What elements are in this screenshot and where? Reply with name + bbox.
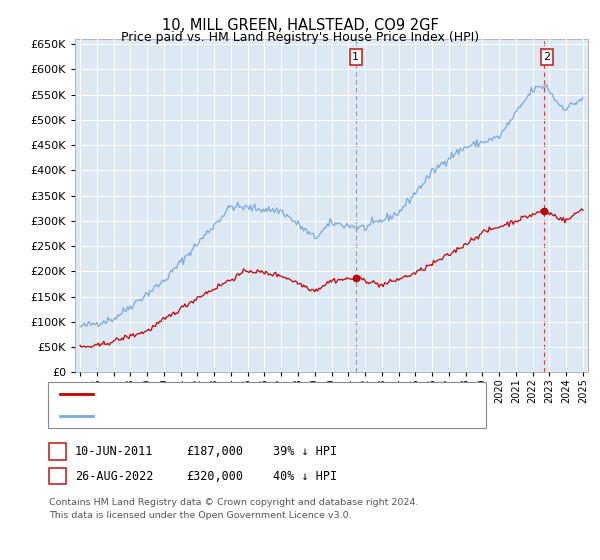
Text: Price paid vs. HM Land Registry's House Price Index (HPI): Price paid vs. HM Land Registry's House … — [121, 31, 479, 44]
Text: 26-AUG-2022: 26-AUG-2022 — [75, 469, 154, 483]
Text: 39% ↓ HPI: 39% ↓ HPI — [273, 445, 337, 458]
Text: 2: 2 — [544, 52, 550, 62]
Text: 1: 1 — [352, 52, 359, 62]
Text: 1: 1 — [54, 445, 61, 458]
Text: 10, MILL GREEN, HALSTEAD, CO9 2GF: 10, MILL GREEN, HALSTEAD, CO9 2GF — [161, 18, 439, 33]
Text: 2: 2 — [54, 469, 61, 483]
Text: 10, MILL GREEN, HALSTEAD, CO9 2GF (detached house): 10, MILL GREEN, HALSTEAD, CO9 2GF (detac… — [99, 389, 412, 399]
Text: 40% ↓ HPI: 40% ↓ HPI — [273, 469, 337, 483]
Text: 10-JUN-2011: 10-JUN-2011 — [75, 445, 154, 458]
Text: £320,000: £320,000 — [186, 469, 243, 483]
Text: Contains HM Land Registry data © Crown copyright and database right 2024.
This d: Contains HM Land Registry data © Crown c… — [49, 498, 419, 520]
Text: £187,000: £187,000 — [186, 445, 243, 458]
Text: HPI: Average price, detached house, Braintree: HPI: Average price, detached house, Brai… — [99, 411, 357, 421]
